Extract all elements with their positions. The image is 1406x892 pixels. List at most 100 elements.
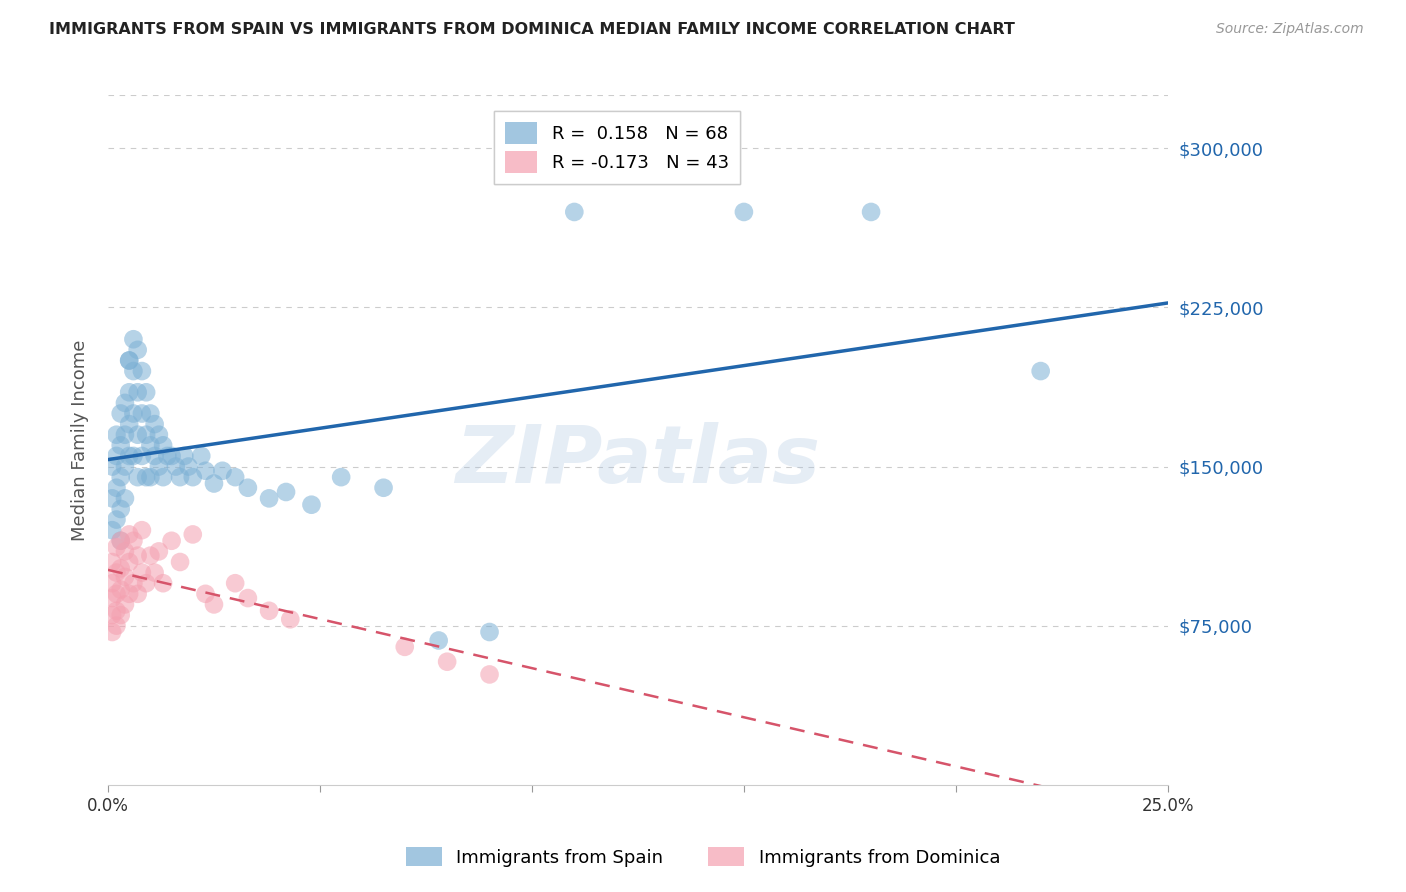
Point <box>110 582 132 597</box>
Point <box>236 481 259 495</box>
Point <box>394 640 416 654</box>
Point <box>127 549 149 563</box>
Point <box>118 527 141 541</box>
Point <box>118 587 141 601</box>
Point <box>224 470 246 484</box>
Point <box>169 555 191 569</box>
Point <box>105 512 128 526</box>
Point <box>118 353 141 368</box>
Point <box>127 343 149 357</box>
Point <box>330 470 353 484</box>
Point <box>478 625 501 640</box>
Point <box>257 604 280 618</box>
Point <box>122 332 145 346</box>
Point <box>152 438 174 452</box>
Point <box>194 587 217 601</box>
Point <box>118 385 141 400</box>
Point <box>127 470 149 484</box>
Point <box>301 498 323 512</box>
Point <box>122 364 145 378</box>
Point <box>181 470 204 484</box>
Point <box>478 667 501 681</box>
Point <box>114 427 136 442</box>
Point <box>122 533 145 548</box>
Point <box>127 385 149 400</box>
Point <box>278 612 301 626</box>
Text: IMMIGRANTS FROM SPAIN VS IMMIGRANTS FROM DOMINICA MEDIAN FAMILY INCOME CORRELATI: IMMIGRANTS FROM SPAIN VS IMMIGRANTS FROM… <box>49 22 1015 37</box>
Point <box>101 523 124 537</box>
Point <box>135 470 157 484</box>
Point <box>101 459 124 474</box>
Point <box>110 561 132 575</box>
Point <box>194 464 217 478</box>
Point <box>152 470 174 484</box>
Point <box>114 396 136 410</box>
Point <box>148 459 170 474</box>
Point <box>202 476 225 491</box>
Point <box>122 449 145 463</box>
Point <box>101 576 124 591</box>
Point <box>101 491 124 506</box>
Point <box>118 353 141 368</box>
Point <box>143 417 166 431</box>
Legend: Immigrants from Spain, Immigrants from Dominica: Immigrants from Spain, Immigrants from D… <box>398 840 1008 874</box>
Point <box>105 566 128 580</box>
Point <box>110 608 132 623</box>
Point <box>131 364 153 378</box>
Text: Source: ZipAtlas.com: Source: ZipAtlas.com <box>1216 22 1364 37</box>
Point <box>202 598 225 612</box>
Point <box>139 438 162 452</box>
Point <box>139 470 162 484</box>
Point <box>165 459 187 474</box>
Point <box>143 566 166 580</box>
Point <box>160 533 183 548</box>
Y-axis label: Median Family Income: Median Family Income <box>72 339 89 541</box>
Point <box>148 544 170 558</box>
Point <box>105 618 128 632</box>
Point <box>1029 364 1052 378</box>
Point <box>131 523 153 537</box>
Point <box>211 464 233 478</box>
Point <box>127 427 149 442</box>
Point <box>114 459 136 474</box>
Point <box>224 576 246 591</box>
Point <box>122 576 145 591</box>
Point <box>105 604 128 618</box>
Point <box>110 407 132 421</box>
Point <box>274 485 297 500</box>
Point <box>156 449 179 463</box>
Point <box>110 533 132 548</box>
Point <box>101 608 124 623</box>
Point <box>143 449 166 463</box>
Point <box>105 427 128 442</box>
Point <box>190 449 212 463</box>
Point <box>118 449 141 463</box>
Point <box>131 407 153 421</box>
Point <box>110 533 132 548</box>
Point <box>101 591 124 605</box>
Point <box>160 449 183 463</box>
Point <box>118 417 141 431</box>
Point <box>135 427 157 442</box>
Point <box>114 570 136 584</box>
Point <box>110 438 132 452</box>
Point <box>257 491 280 506</box>
Point <box>139 549 162 563</box>
Point <box>114 598 136 612</box>
Point <box>152 576 174 591</box>
Point <box>436 655 458 669</box>
Point <box>733 205 755 219</box>
Point <box>105 540 128 554</box>
Point <box>110 470 132 484</box>
Point <box>169 470 191 484</box>
Point <box>110 502 132 516</box>
Point <box>105 587 128 601</box>
Point <box>122 407 145 421</box>
Point <box>373 481 395 495</box>
Point <box>118 555 141 569</box>
Point <box>127 587 149 601</box>
Legend: R =  0.158   N = 68, R = -0.173   N = 43: R = 0.158 N = 68, R = -0.173 N = 43 <box>494 112 740 184</box>
Point <box>114 544 136 558</box>
Point <box>427 633 450 648</box>
Point <box>101 555 124 569</box>
